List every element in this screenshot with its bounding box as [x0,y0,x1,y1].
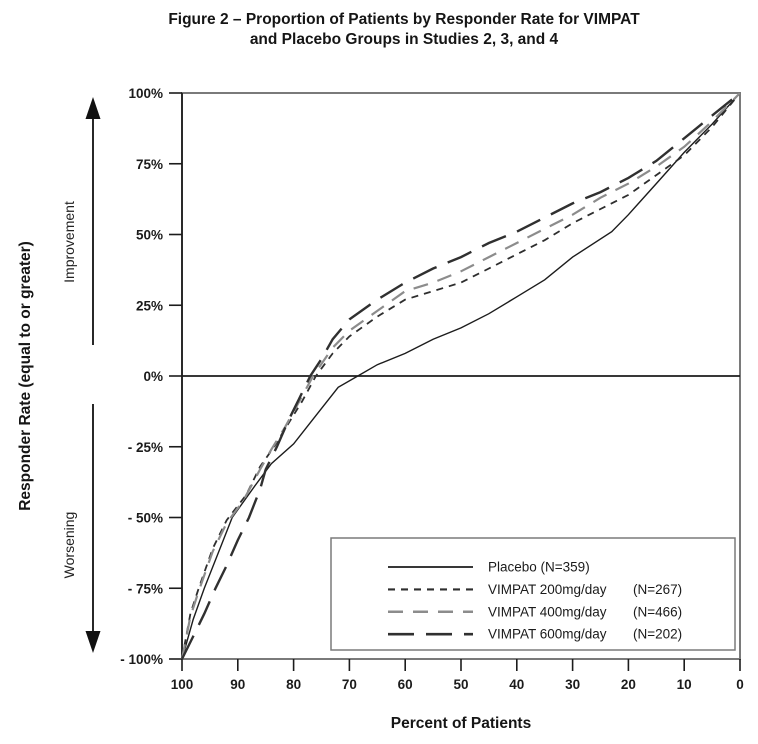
x-tick-label: 90 [230,677,245,692]
x-tick-label: 20 [621,677,636,692]
worsening-arrow: Worsening [61,404,101,653]
series-line-vimpat-400 [180,92,741,660]
y-tick-label: 0% [143,369,163,384]
figure-title-line1: Figure 2 – Proportion of Patients by Res… [168,11,640,28]
arrow-up-icon [85,97,101,119]
legend-item-n: (N=466) [633,604,682,619]
series-line-vimpat-600 [180,92,741,660]
x-tick-label: 40 [509,677,524,692]
x-tick-label: 60 [398,677,413,692]
y-tick-label: 75% [136,157,163,172]
y-tick-label: - 75% [128,581,163,596]
y-tick-label: - 25% [128,440,163,455]
series-line-vimpat-200 [181,92,741,660]
legend-item-label: VIMPAT 600mg/day [488,627,607,642]
legend: Placebo (N=359) VIMPAT 200mg/day (N=267) VI… [330,537,736,651]
legend-item-label: Placebo (N=359) [488,560,590,575]
x-tick-label: 80 [286,677,301,692]
y-tick-label: 100% [128,86,163,101]
legend-item-label: VIMPAT 400mg/day [488,604,607,619]
y-axis-ticks: 100% 75% 50% 25% 0% - 25% - 50% - 75% - 100% [120,86,182,667]
x-tick-label: 50 [453,677,468,692]
improvement-arrow: Improvement [61,97,101,345]
x-tick-label: 30 [565,677,580,692]
improvement-label: Improvement [61,201,77,283]
legend-item-label: VIMPAT 200mg/day [488,582,607,597]
y-tick-label: 25% [136,298,163,313]
x-axis-ticks: 100 90 80 70 60 50 40 30 20 10 0 [171,659,744,692]
figure-title-line2: and Placebo Groups in Studies 2, 3, and … [250,31,559,48]
data-series [180,92,741,660]
legend-item-n: (N=267) [633,582,682,597]
x-tick-label: 0 [736,677,744,692]
legend-rows: Placebo (N=359) VIMPAT 200mg/day (N=267) VI… [388,560,682,642]
x-tick-label: 70 [342,677,357,692]
legend-box [330,537,736,651]
worsening-label: Worsening [61,512,77,579]
series-line-placebo [181,92,741,660]
legend-item-n: (N=202) [633,627,682,642]
y-axis-title: Responder Rate (equal to or greater) [17,241,34,511]
y-tick-label: - 100% [120,652,163,667]
y-tick-label: 50% [136,228,163,243]
x-axis-title: Percent of Patients [391,715,531,732]
x-tick-label: 10 [677,677,692,692]
x-tick-label: 100 [171,677,194,692]
arrow-down-icon [85,631,101,653]
y-tick-label: - 50% [128,511,163,526]
